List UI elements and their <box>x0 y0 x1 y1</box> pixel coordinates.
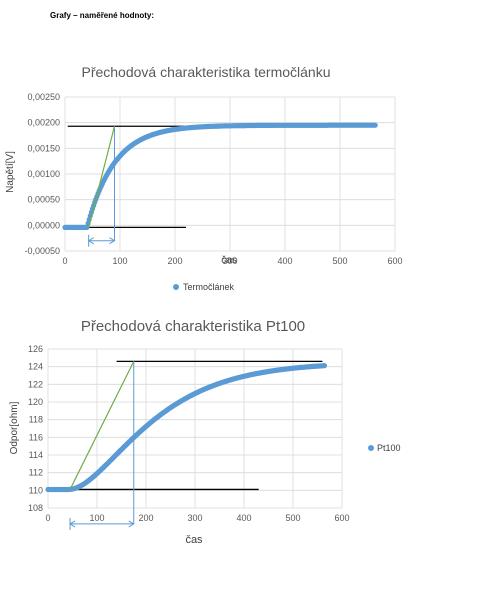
legend-marker <box>173 284 179 290</box>
x-tick-label: 400 <box>236 513 251 523</box>
legend-marker <box>368 445 374 451</box>
series-termoclanek <box>62 122 378 230</box>
x-tick-label: 100 <box>89 513 104 523</box>
x-tick-labels: 0 100 200 300 400 500 600 <box>62 256 402 266</box>
page-heading: Grafy – naměřené hodnoty: <box>50 11 155 20</box>
x-axis-label: čas <box>185 534 203 546</box>
series-pt100 <box>45 361 327 493</box>
x-tick-label: 500 <box>332 256 347 266</box>
y-tick-label: 114 <box>29 450 43 460</box>
x-tick-labels: 0 100 200 300 400 500 600 <box>45 513 349 523</box>
y-tick-label: 0,00150 <box>27 143 60 153</box>
tangent-line <box>88 126 116 228</box>
chart-thermocouple: Přechodová charakteristika termočlánku 0… <box>5 64 403 292</box>
tangent-line <box>69 361 135 490</box>
y-tick-label: 0,00100 <box>27 169 60 179</box>
y-tick-label: 0,00050 <box>27 195 60 205</box>
legend-entry-termoclanek: Termočlánek <box>183 282 235 292</box>
x-tick-label: 0 <box>45 513 50 523</box>
y-tick-label: 120 <box>28 397 43 407</box>
y-tick-label: 112 <box>29 468 43 478</box>
data-point <box>372 122 378 128</box>
legend: Termočlánek <box>173 282 235 292</box>
gridlines <box>47 348 343 509</box>
x-tick-label: 200 <box>138 513 153 523</box>
chart-title: Přechodová charakteristika termočlánku <box>81 64 330 80</box>
x-tick-label: 300 <box>222 256 237 266</box>
y-tick-labels: 108 110 112 114 116 118 120 122 124 126 <box>28 344 43 513</box>
y-tick-label: 126 <box>28 344 43 354</box>
chart-pt100: Přechodová charakteristika Pt100 0 100 200… <box>9 318 401 546</box>
y-tick-label: 0,00000 <box>27 220 60 230</box>
y-tick-label: 0,00200 <box>27 118 60 128</box>
arrow-head-left <box>69 520 76 528</box>
x-tick-label: 400 <box>277 256 292 266</box>
x-tick-label: 0 <box>62 256 67 266</box>
y-axis-label: Odpor[ohm] <box>9 401 20 454</box>
x-tick-label: 200 <box>167 256 182 266</box>
y-tick-labels: -0,00050 0,00000 0,00050 0,00100 0,00150 0,00… <box>24 92 60 256</box>
x-tick-label: 600 <box>334 513 349 523</box>
y-tick-label: 110 <box>29 485 43 495</box>
x-tick-label: 600 <box>387 256 402 266</box>
x-tick-label: 500 <box>285 513 300 523</box>
data-point <box>84 224 90 230</box>
y-tick-label: -0,00050 <box>24 246 60 256</box>
legend-entry-pt100: Pt100 <box>377 443 401 453</box>
y-tick-label: 122 <box>28 379 43 389</box>
y-tick-label: 116 <box>29 432 43 442</box>
y-axis-label: Napětí[V] <box>5 151 16 193</box>
arrow-head-right <box>128 520 135 528</box>
arrow-head-right <box>109 237 116 245</box>
legend: Pt100 <box>368 443 401 453</box>
y-tick-label: 118 <box>29 415 43 425</box>
x-tick-label: 100 <box>112 256 127 266</box>
annotation-lines <box>48 360 323 530</box>
y-tick-label: 124 <box>28 362 43 372</box>
y-tick-label: 108 <box>28 503 43 513</box>
arrow-head-left <box>87 237 94 245</box>
chart-title: Přechodová charakteristika Pt100 <box>81 318 305 335</box>
y-tick-label: 0,00250 <box>27 92 60 102</box>
data-point <box>321 363 327 369</box>
x-tick-label: 300 <box>187 513 202 523</box>
x-axis-label: čas <box>221 255 237 266</box>
